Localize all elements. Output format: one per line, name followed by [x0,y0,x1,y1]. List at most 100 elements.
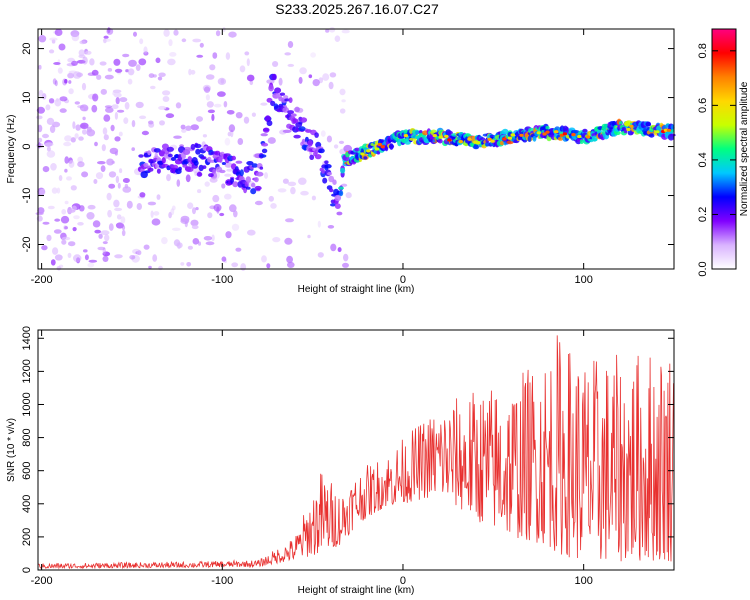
spectrogram-noise-cell [135,64,141,71]
spectrogram-noise-cell [139,115,147,120]
spectrogram-noise-cell [326,135,332,143]
spectrogram-ridge-cell [202,165,207,170]
snr-y-tick-label: 0 [21,567,33,573]
snr-y-ticks: 0 200 400 600 800 1000 1200 1400 [21,326,674,573]
spectrogram-noise-cell [64,135,72,142]
spectrogram-noise-cell [71,33,80,42]
spectrogram-ridge-cell [389,143,394,150]
spectrogram-ridge-cell [262,127,270,133]
spectrogram-noise-cell [162,96,170,102]
spectrogram-noise-cell [341,183,348,187]
spectrogram-noise-cell [46,117,55,125]
spectrogram-noise-cell [82,129,87,135]
spectrogram-noise-cell [148,73,155,78]
spectrogram-peak-cell [554,130,559,134]
spectrogram-ridge-cell [321,168,325,174]
spectrogram-noise-cell [199,42,204,48]
spectrogram-noise-cell [113,58,121,66]
spectrogram-noise-cell [195,207,199,211]
spectrogram-ridge-cell [268,84,274,92]
spectrogram-x-label: Height of straight line (km) [298,284,415,295]
spectrogram-noise-cell [226,168,233,172]
spectrogram-noise-cell [50,259,56,266]
spectrogram-ridge-cell [287,110,294,115]
spectrogram-noise-cell [327,225,335,229]
spectrogram-noise-cell [74,101,81,105]
spectrogram-noise-cell [190,219,199,227]
spectrogram-noise-cell [284,237,293,245]
spectrogram-noise-cell [169,52,177,57]
snr-y-tick-label: 1000 [21,392,33,416]
spectrogram-noise-cell [131,120,136,128]
spectrogram-noise-cell [141,130,149,136]
spectrogram-noise-cell [320,130,326,137]
spectrogram-noise-cell [150,85,156,90]
spectrogram-noise-cell [88,259,98,263]
spectrogram-noise-cell [235,247,242,252]
spectrogram-ridge-cell [254,177,259,183]
spectrogram-ridge-cell [193,160,199,166]
spectrogram-ridge-cell [245,186,251,190]
spectrogram-noise-cell [107,209,112,218]
spectrogram-ridge-cell [288,97,293,103]
spectrogram-noise-cell [114,112,118,120]
spectrogram-noise-cell [266,79,275,84]
spectrogram-noise-cell [122,178,130,183]
colorbar-tick-label: 0.4 [697,152,709,167]
spectrogram-noise-cell [204,181,210,187]
spectrogram-noise-cell [72,121,76,129]
spectrogram-noise-cell [106,192,112,201]
spectrogram-ridge-cell [239,169,244,177]
spectrogram-noise-cell [54,218,61,222]
spectrogram-ridge-cell [324,164,332,169]
snr-y-tick-label: 600 [21,462,33,480]
spectrogram-noise-cell [64,200,69,205]
snr-y-tick-label: 1200 [21,359,33,383]
snr-y-tick-label: 800 [21,428,33,446]
spectrogram-ridge-cell [259,166,264,170]
spectrogram-noise-cell [260,133,268,137]
spectrogram-noise-cell [79,104,89,112]
spectrogram-peak-cell [366,149,371,153]
spectrogram-noise-cell [61,239,67,245]
spectrogram-ridge-cell [194,143,202,149]
spectrogram-noise-cell [70,30,80,38]
spectrogram-noise-cell [136,250,142,256]
snr-panel: -200 -100 0 100 0 200 400 600 800 1000 1200 1400 H… [6,326,675,596]
spectrogram-noise-cell [77,222,84,226]
spectrogram-ridge-cell [582,128,588,133]
spectrogram-ridge-cell [338,186,344,190]
spectrogram-peak-cell [655,130,660,134]
spectrogram-noise-cell [300,190,309,196]
spectrogram-noise-cell [278,77,283,86]
spectrogram-noise-cell [176,242,183,249]
spectrogram-y-tick-label: -10 [21,188,33,204]
spectrogram-ridge-cell [322,177,328,184]
spectrogram-noise-cell [60,215,70,224]
spectrogram-noise-cell [36,106,46,114]
spectrogram-noise-cell [171,205,176,211]
spectrogram-noise-cell [81,82,87,91]
spectrogram-noise-cell [115,222,124,229]
spectrogram-noise-cell [181,128,187,133]
spectrogram-noise-cell [221,256,227,262]
spectrogram-noise-cell [207,109,215,114]
spectrogram-ridge-cell [138,154,144,158]
spectrogram-ridge-cell [251,163,258,168]
spectrogram-noise-cell [203,236,213,241]
spectrogram-peak-cell [458,140,463,144]
spectrogram-noise-cell [225,52,231,60]
spectrogram-noise-cell [233,210,238,218]
spectrogram-noise-cell [191,225,199,230]
spectrogram-noise-cell [168,211,172,219]
spectrogram-noise-cell [126,200,133,209]
spectrogram-noise-cell [109,147,119,155]
spectrogram-noise-cell [190,124,199,131]
spectrogram-noise-cell [45,104,51,111]
spectrogram-noise-cell [113,92,122,98]
spectrogram-noise-cell [38,64,42,70]
spectrogram-noise-cell [94,229,101,234]
spectrogram-y-tick-label: 0 [21,143,33,149]
snr-x-ticks: -200 -100 0 100 [31,330,593,587]
spectrogram-noise-cell [129,254,136,260]
